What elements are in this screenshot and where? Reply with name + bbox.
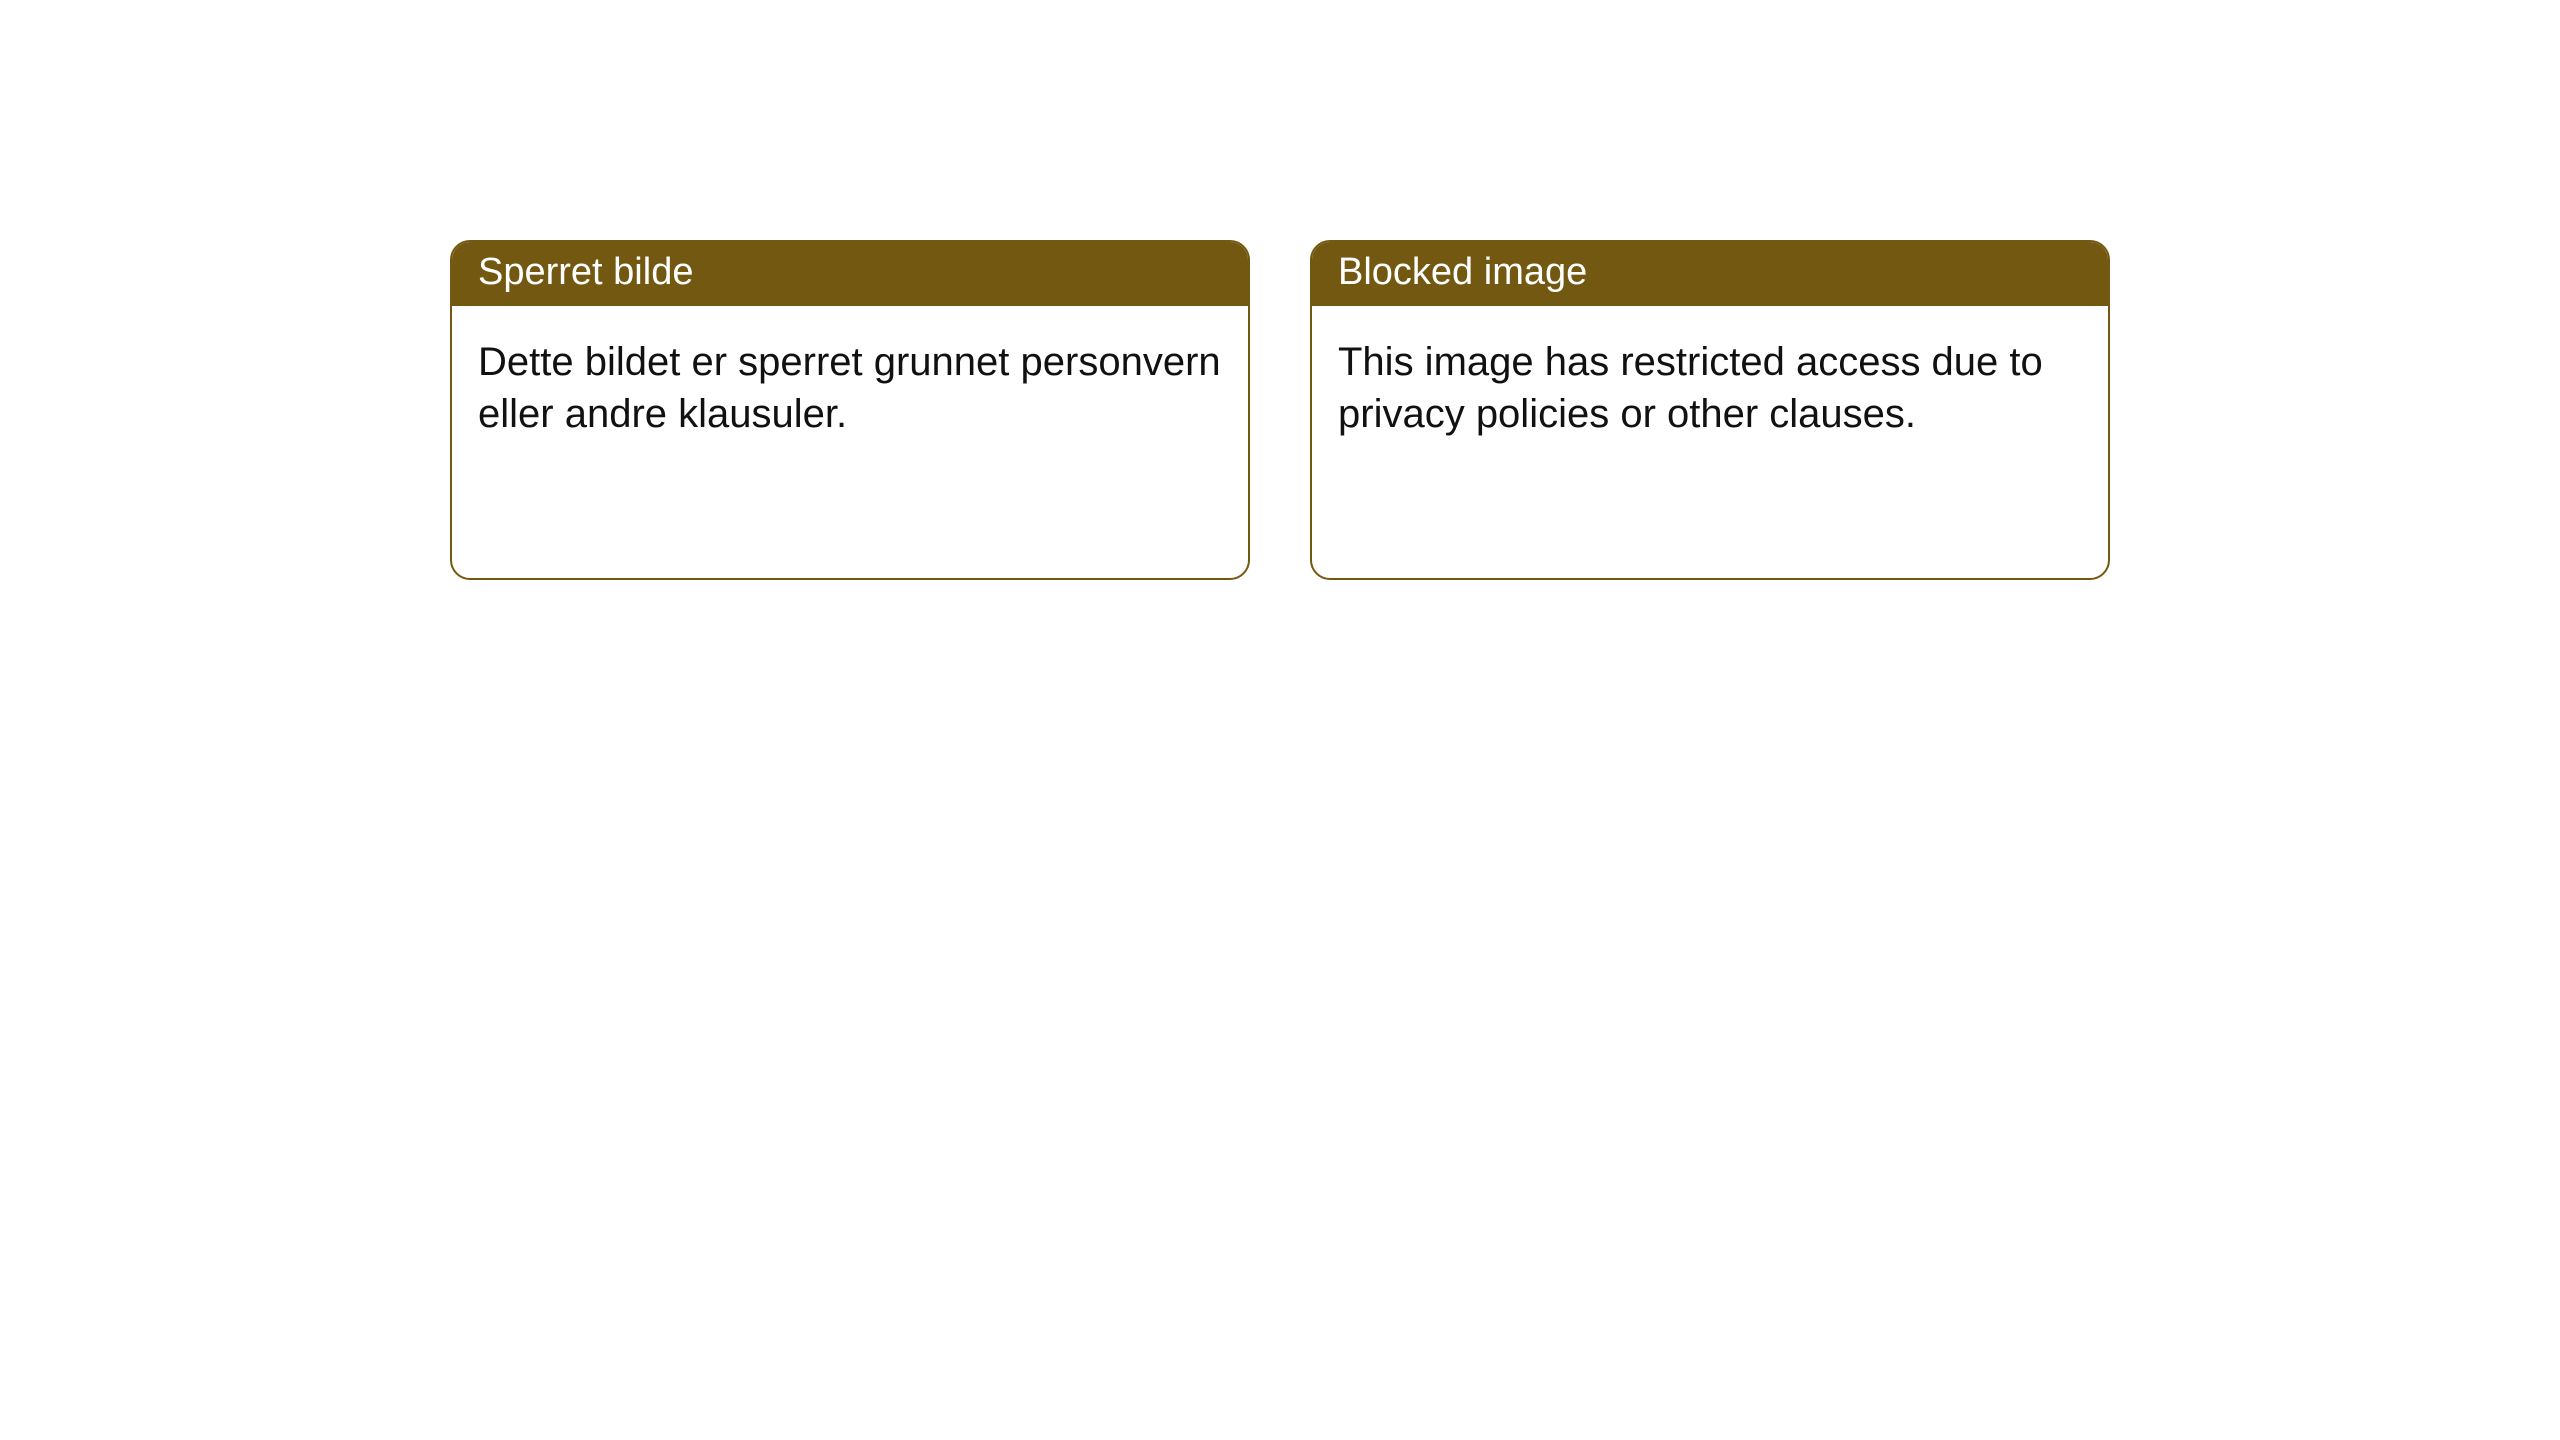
notice-card-en: Blocked image This image has restricted … xyxy=(1310,240,2110,580)
notice-cards-row: Sperret bilde Dette bildet er sperret gr… xyxy=(450,240,2110,580)
notice-card-header: Sperret bilde xyxy=(452,242,1248,306)
notice-card-body: This image has restricted access due to … xyxy=(1312,306,2108,576)
notice-card-no: Sperret bilde Dette bildet er sperret gr… xyxy=(450,240,1250,580)
notice-card-body: Dette bildet er sperret grunnet personve… xyxy=(452,306,1248,576)
notice-card-header: Blocked image xyxy=(1312,242,2108,306)
